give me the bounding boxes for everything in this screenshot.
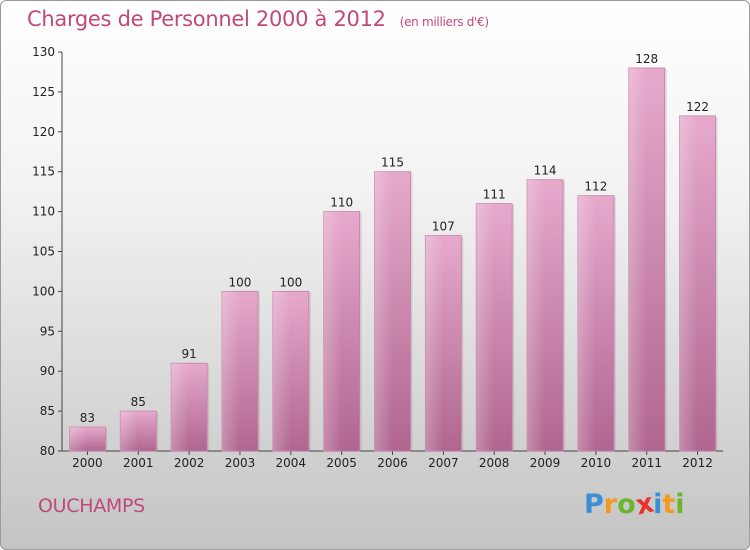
- data-label-2011: 128: [635, 52, 658, 66]
- logo-letter: P: [584, 489, 604, 520]
- data-label-2004: 100: [279, 275, 302, 289]
- data-label-2003: 100: [229, 275, 252, 289]
- x-tick-label-2008: 2008: [479, 456, 510, 470]
- x-tick-label-2006: 2006: [377, 456, 408, 470]
- bar-highlight: [679, 115, 698, 451]
- x-tick-label-2012: 2012: [682, 456, 713, 470]
- data-label-2001: 85: [131, 395, 146, 409]
- data-label-2000: 83: [80, 411, 95, 425]
- bar-highlight: [120, 411, 139, 451]
- y-tick-label: 90: [40, 364, 55, 378]
- chart-subtitle: (en milliers d'€): [399, 15, 489, 29]
- bar-highlight: [272, 291, 291, 451]
- data-label-2010: 112: [584, 180, 607, 194]
- x-tick-label-2005: 2005: [326, 456, 357, 470]
- x-tick-label-2004: 2004: [276, 456, 307, 470]
- data-label-2007: 107: [432, 220, 455, 234]
- bar-highlight: [425, 235, 444, 451]
- y-tick-label: 80: [40, 444, 55, 458]
- bar-highlight: [577, 195, 596, 451]
- x-tick-label-2007: 2007: [428, 456, 459, 470]
- logo-letter: i: [675, 489, 685, 520]
- bar-highlight: [628, 67, 647, 452]
- logo-letter: o: [617, 489, 636, 520]
- x-tick-label-2000: 2000: [72, 456, 103, 470]
- logo-letter: i: [653, 489, 663, 520]
- y-tick-label: 110: [32, 205, 55, 219]
- data-label-2006: 115: [381, 156, 404, 170]
- y-tick-label: 105: [32, 245, 55, 259]
- bar-highlight: [323, 211, 342, 451]
- commune-name: OUCHAMPS: [38, 495, 145, 517]
- bar-highlight: [476, 203, 495, 451]
- y-tick-label: 85: [40, 404, 55, 418]
- data-label-2009: 114: [534, 164, 557, 178]
- y-tick-label: 100: [32, 284, 55, 298]
- x-tick-label-2010: 2010: [581, 456, 612, 470]
- bar-highlight: [527, 179, 546, 451]
- x-tick-label-2003: 2003: [225, 456, 256, 470]
- logo-letter: r: [603, 489, 618, 520]
- logo-letter: t: [662, 489, 676, 520]
- y-tick-label: 125: [32, 85, 55, 99]
- y-tick-label: 115: [32, 165, 55, 179]
- bar-highlight: [171, 363, 190, 451]
- bar-highlight: [69, 427, 88, 451]
- y-tick-label: 95: [40, 324, 55, 338]
- x-tick-label-2009: 2009: [530, 456, 561, 470]
- x-tick-label-2002: 2002: [174, 456, 205, 470]
- y-tick-label: 120: [32, 125, 55, 139]
- proxiti-logo: Proxiti: [584, 488, 685, 522]
- data-label-2012: 122: [686, 100, 709, 114]
- data-label-2002: 91: [181, 347, 196, 361]
- bar-highlight: [221, 291, 240, 451]
- bar-highlight: [374, 171, 393, 451]
- chart-title: Charges de Personnel 2000 à 2012 (en mill…: [27, 7, 489, 31]
- y-tick-label: 130: [32, 45, 55, 59]
- data-label-2005: 110: [330, 196, 353, 210]
- data-label-2008: 111: [483, 188, 506, 202]
- x-tick-label-2001: 2001: [123, 456, 154, 470]
- x-tick-label-2011: 2011: [631, 456, 662, 470]
